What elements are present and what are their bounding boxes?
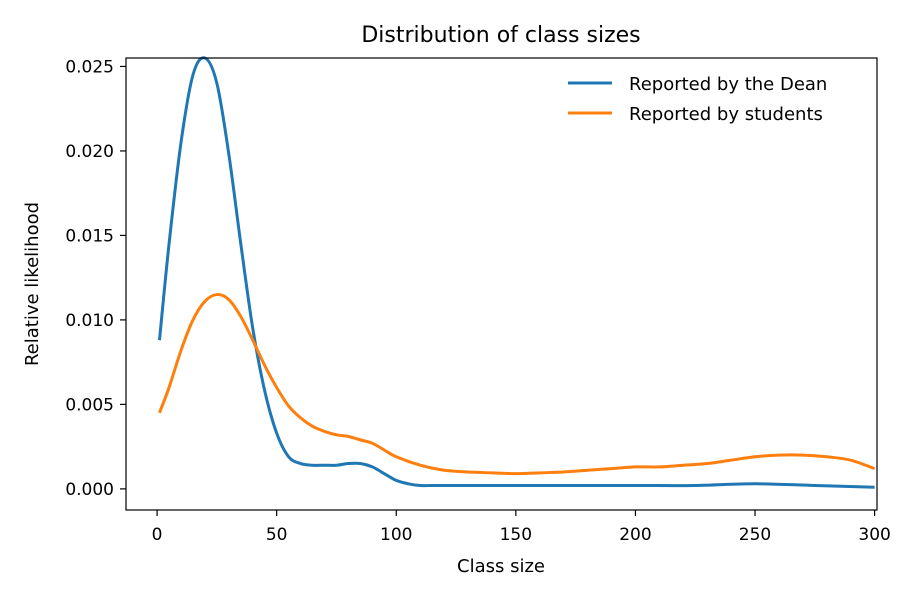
y-axis-label: Relative likelihood xyxy=(22,202,43,366)
legend: Reported by the Dean Reported by student… xyxy=(568,74,827,125)
x-tick-label: 200 xyxy=(619,525,651,545)
y-tick-label: 0.005 xyxy=(65,395,114,415)
y-tick-label: 0.000 xyxy=(65,480,114,500)
legend-label-students: Reported by students xyxy=(629,104,823,125)
series-layer xyxy=(157,56,876,489)
series-line-students xyxy=(158,293,876,476)
y-tick-label: 0.015 xyxy=(65,226,114,246)
series-line-dean xyxy=(157,56,875,489)
x-tick-label: 150 xyxy=(500,525,532,545)
x-ticks: 0 50 100 150 200 250 300 xyxy=(152,510,891,545)
x-tick-label: 250 xyxy=(739,525,771,545)
y-tick-label: 0.025 xyxy=(65,57,114,77)
x-tick-label: 100 xyxy=(380,525,412,545)
chart-title: Distribution of class sizes xyxy=(361,23,640,48)
plot-frame xyxy=(125,57,878,511)
y-tick-label: 0.020 xyxy=(65,142,114,162)
x-tick-label: 0 xyxy=(152,525,163,545)
y-ticks: 0.000 0.005 0.010 0.015 0.020 0.025 xyxy=(65,57,126,500)
x-axis-label: Class size xyxy=(457,556,545,577)
x-tick-label: 300 xyxy=(858,525,890,545)
x-tick-label: 50 xyxy=(266,525,288,545)
legend-label-dean: Reported by the Dean xyxy=(629,74,827,95)
y-tick-label: 0.010 xyxy=(65,311,114,331)
